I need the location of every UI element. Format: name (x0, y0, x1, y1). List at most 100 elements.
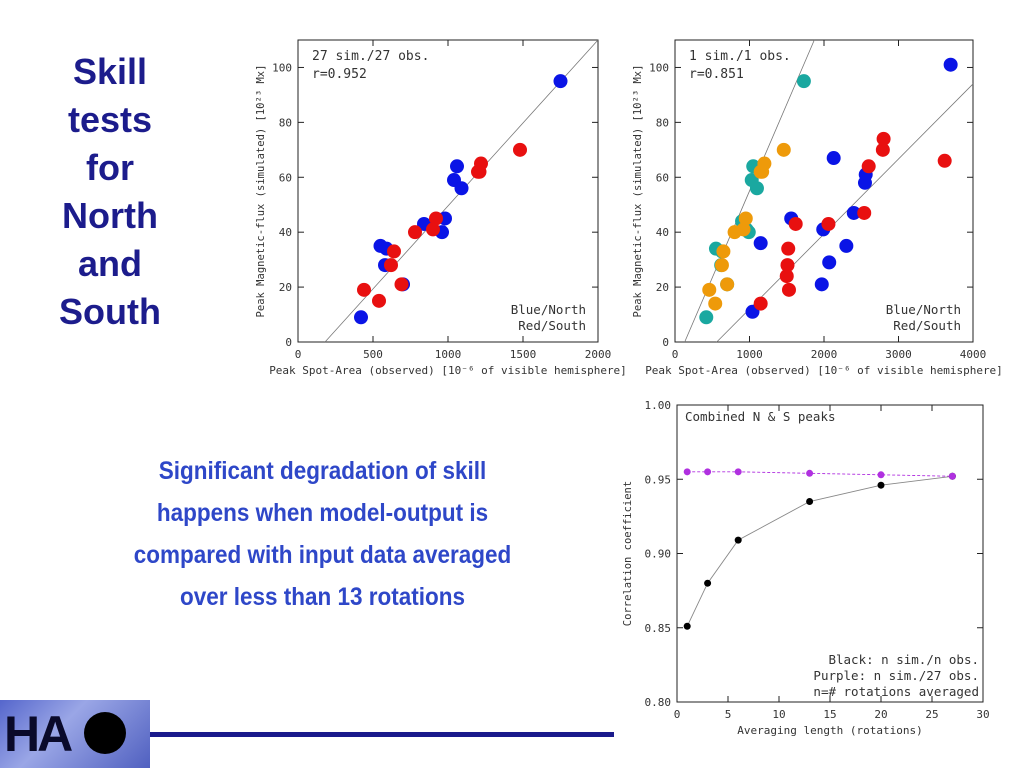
data-point-red (372, 293, 386, 308)
plot-frame (297, 39, 599, 343)
data-point-teal (699, 310, 714, 325)
data-point-red (875, 142, 890, 157)
data-point-blue (814, 277, 829, 292)
y-tick-label: 0.90 (645, 548, 672, 561)
y-tick-label: 0.85 (645, 622, 672, 635)
annotation-text: r=0.851 (689, 67, 744, 82)
data-point-purple (734, 468, 742, 476)
title-line: South (59, 291, 161, 332)
legend-text: Blue/North (886, 302, 961, 317)
series-line-black (686, 475, 953, 627)
data-point-red (779, 269, 794, 284)
footer-bar (150, 732, 614, 737)
data-point-red (780, 258, 795, 273)
logo-text: HA (4, 706, 73, 762)
data-point-blue (943, 57, 958, 72)
y-tick-label: 0 (285, 336, 292, 349)
data-point-red (513, 142, 527, 157)
legend-text: n=# rotations averaged (813, 684, 979, 699)
data-point-teal (796, 74, 811, 89)
data-point-black (683, 622, 691, 630)
legend-text: Red/South (518, 318, 586, 333)
y-tick-label: 100 (272, 61, 292, 74)
x-axis-label: Peak Spot-Area (observed) [10⁻⁶ of visib… (645, 364, 1003, 377)
data-point-red (357, 282, 371, 297)
slide-title: Skill tests for North and South (20, 48, 200, 336)
legend-text: Red/South (893, 318, 961, 333)
data-point-blue (553, 74, 568, 89)
data-point-black (704, 579, 712, 587)
x-tick-label: 1000 (435, 348, 462, 361)
data-point-red (781, 282, 796, 297)
data-point-purple (683, 468, 691, 476)
y-axis-label: Peak Magnetic-flux (simulated) [10²³ Mx] (255, 65, 267, 318)
title-line: Skill (72, 51, 148, 92)
fit-line (684, 39, 815, 343)
data-point-blue (450, 159, 464, 174)
y-tick-label: 40 (656, 226, 669, 239)
annotation-text: r=0.952 (312, 67, 367, 82)
annotation-text: 1 sim./1 obs. (689, 49, 791, 64)
data-point-red (384, 258, 398, 273)
x-tick-label: 2000 (585, 348, 612, 361)
annotation-text: 27 sim./27 obs. (312, 49, 429, 64)
data-point-purple (704, 468, 712, 476)
data-point-red (781, 241, 796, 256)
data-point-blue (454, 181, 469, 196)
x-tick-label: 2000 (811, 348, 838, 361)
data-point-orange (738, 211, 753, 226)
slide-body-text: Significant degradation of skill happens… (133, 457, 512, 611)
data-point-red (821, 216, 836, 231)
x-tick-label: 3000 (885, 348, 912, 361)
data-point-red (408, 225, 422, 240)
y-tick-label: 60 (279, 171, 292, 184)
legend-text: Purple: n sim./27 obs. (813, 668, 979, 683)
y-axis-label: Peak Magnetic-flux (simulated) [10²³ Mx] (632, 65, 644, 318)
data-point-red (857, 205, 872, 220)
data-point-red (474, 156, 488, 171)
plot-frame (674, 39, 974, 343)
series-line-purple (687, 471, 953, 477)
x-tick-label: 4000 (960, 348, 987, 361)
x-axis-label: Peak Spot-Area (observed) [10⁻⁶ of visib… (269, 364, 627, 377)
legend-text: Blue/North (511, 302, 586, 317)
data-point-orange (702, 282, 717, 297)
data-point-black (877, 481, 885, 489)
data-point-orange (720, 277, 735, 292)
x-tick-label: 10 (772, 708, 785, 721)
x-axis-label: Averaging length (rotations) (737, 724, 922, 737)
y-tick-label: 80 (656, 116, 669, 129)
data-point-red (861, 159, 876, 174)
data-point-orange (776, 142, 791, 157)
data-point-red (876, 131, 891, 146)
hao-logo: HA (0, 700, 150, 768)
data-point-orange (714, 258, 729, 273)
y-tick-label: 0.80 (645, 696, 672, 709)
x-tick-label: 5 (725, 708, 732, 721)
x-tick-label: 20 (874, 708, 887, 721)
data-point-orange (708, 296, 723, 311)
data-point-blue (846, 205, 861, 220)
data-point-red (937, 153, 952, 168)
data-point-blue (354, 310, 368, 325)
data-point-red (426, 222, 440, 237)
data-point-black (734, 536, 742, 544)
sun-icon (84, 712, 126, 754)
x-tick-label: 0 (672, 348, 679, 361)
data-point-black (806, 498, 814, 506)
x-tick-label: 0 (674, 708, 681, 721)
x-tick-label: 30 (976, 708, 989, 721)
x-tick-label: 1500 (510, 348, 537, 361)
data-point-orange (757, 156, 772, 171)
y-tick-label: 0.95 (645, 473, 672, 486)
y-tick-label: 20 (279, 281, 292, 294)
data-point-orange (736, 222, 751, 237)
y-tick-label: 1.00 (645, 399, 672, 412)
title-line: tests (67, 99, 153, 140)
y-tick-label: 60 (656, 171, 669, 184)
data-point-blue (822, 255, 837, 270)
y-tick-label: 0 (662, 336, 669, 349)
data-point-blue (753, 236, 768, 251)
y-tick-label: 40 (279, 226, 292, 239)
x-tick-label: 0 (295, 348, 302, 361)
